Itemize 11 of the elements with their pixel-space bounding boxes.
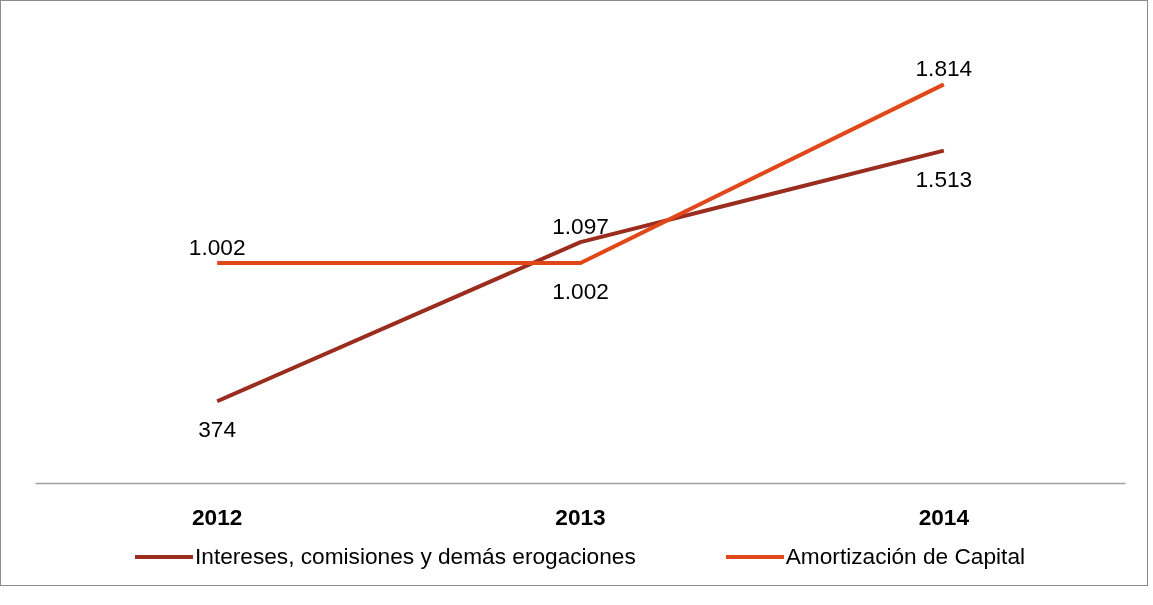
- x-tick-label: 2012: [191, 503, 243, 530]
- data-label: 1.002: [552, 278, 609, 305]
- data-label: 1.097: [552, 213, 609, 240]
- legend-label: Intereses, comisiones y demás erogaciones: [194, 542, 636, 570]
- data-label: 1.002: [188, 234, 246, 261]
- x-tick-label: 2014: [918, 503, 970, 530]
- legend-label: Amortización de Capital: [785, 542, 1026, 570]
- data-label: 1.513: [915, 165, 973, 192]
- data-label: 374: [198, 416, 237, 443]
- data-label: 1.814: [915, 55, 973, 82]
- x-tick-label: 2013: [555, 503, 606, 530]
